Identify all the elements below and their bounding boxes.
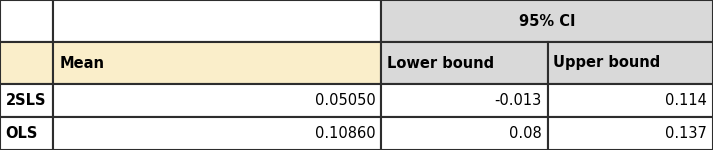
- Text: 0.05050: 0.05050: [315, 93, 376, 108]
- Text: 0.10860: 0.10860: [315, 126, 376, 141]
- Text: 95% CI: 95% CI: [519, 14, 575, 28]
- Bar: [0, 84, 53, 117]
- Bar: [53, 84, 381, 117]
- Bar: [53, 42, 381, 84]
- Bar: [381, 84, 548, 117]
- Text: 0.08: 0.08: [509, 126, 542, 141]
- Bar: [381, 0, 713, 42]
- Bar: [381, 42, 548, 84]
- Bar: [548, 84, 713, 117]
- Bar: [53, 0, 381, 42]
- Text: -0.013: -0.013: [495, 93, 542, 108]
- Bar: [53, 117, 381, 150]
- Text: Lower bound: Lower bound: [387, 56, 494, 70]
- Bar: [0, 0, 53, 42]
- Text: OLS: OLS: [6, 126, 38, 141]
- Text: Mean: Mean: [59, 56, 104, 70]
- Bar: [548, 42, 713, 84]
- Text: Upper bound: Upper bound: [553, 56, 660, 70]
- Bar: [0, 42, 53, 84]
- Bar: [381, 117, 548, 150]
- Text: 2SLS: 2SLS: [6, 93, 46, 108]
- Text: 0.137: 0.137: [665, 126, 707, 141]
- Bar: [0, 117, 53, 150]
- Text: 0.114: 0.114: [665, 93, 707, 108]
- Bar: [548, 117, 713, 150]
